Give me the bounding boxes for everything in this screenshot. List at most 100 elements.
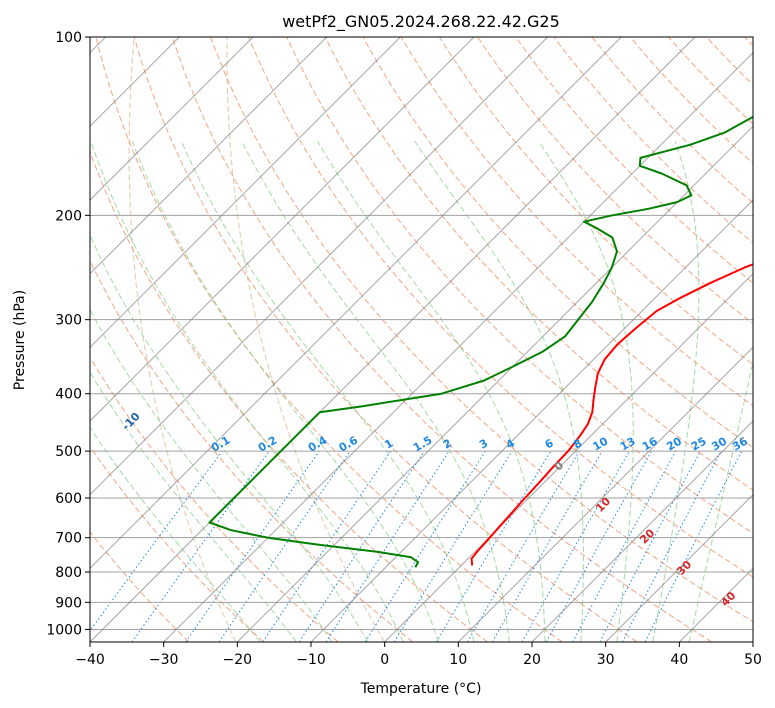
mixing-ratio-label: 6 <box>543 436 556 451</box>
x-tick-label: −20 <box>223 652 253 668</box>
mixing-ratio-line <box>644 450 743 642</box>
moist-adiabat-line <box>90 141 404 642</box>
moist-adiabat-line <box>131 141 439 642</box>
isotherm-line <box>90 37 622 570</box>
y-tick-label: 800 <box>55 565 82 581</box>
isotherm-line <box>90 37 328 275</box>
y-tick-label: 100 <box>55 30 82 46</box>
mixing-ratio-label: 4 <box>504 436 517 451</box>
isobar-gridlines <box>90 37 753 630</box>
chart-title: wetPf2_GN05.2024.268.22.42.G25 <box>282 12 560 32</box>
moist-adiabat-line <box>317 141 546 642</box>
mixing-ratio-line <box>545 450 653 642</box>
dry-adiabats <box>90 37 753 642</box>
x-tick-label: 40 <box>670 652 688 668</box>
dry-adiabat-line <box>477 37 753 325</box>
mixing-ratio-label: 3 <box>477 437 490 452</box>
isotherm-line <box>90 37 254 201</box>
mixing-ratio-line <box>262 450 392 642</box>
plot-area: -100-90-80-70-60-50-40-30-20-100.10.20.4… <box>23 37 753 642</box>
dry-adiabat-line <box>668 37 753 125</box>
mixing-ratio-lines <box>90 450 743 642</box>
x-tick-label: −30 <box>149 652 179 668</box>
y-tick-label: 300 <box>55 313 82 329</box>
dry-adiabat-line <box>553 37 753 244</box>
mixing-ratio-line <box>572 450 677 642</box>
isotherm-line <box>90 37 549 496</box>
mixing-ratio-line <box>393 450 513 642</box>
dry-adiabat-line <box>438 37 753 365</box>
mixing-ratio-line <box>325 450 450 642</box>
moist-adiabat-label: 40 <box>718 589 738 609</box>
dry-adiabat-line <box>133 37 638 642</box>
dry-adiabat-line <box>210 37 753 623</box>
y-tick-label: 900 <box>55 595 82 611</box>
dry-adiabat-line <box>90 150 488 642</box>
moist-adiabat-line <box>688 359 753 642</box>
mixing-ratio-line <box>90 450 223 632</box>
profile-series <box>208 115 753 568</box>
mixing-ratio-line <box>185 450 320 642</box>
isotherm-line <box>605 493 753 642</box>
dry-adiabat-line <box>248 37 753 578</box>
x-tick-label: 0 <box>380 652 389 668</box>
background-curve <box>226 37 385 642</box>
x-axis-ticks: −40 −30 −20 −10 0 10 20 30 40 50 <box>75 642 762 668</box>
background-curve <box>128 37 237 642</box>
dewpoint-profile-line <box>208 115 753 568</box>
background-curve <box>23 37 87 642</box>
y-tick-label: 500 <box>55 444 82 460</box>
isotherm-line <box>236 125 753 642</box>
y-tick-label: 1000 <box>46 622 82 638</box>
moist-adiabat-label: 20 <box>637 526 657 546</box>
isotherm-line <box>310 199 753 642</box>
x-tick-label: −40 <box>75 652 105 668</box>
isotherm-line <box>678 567 753 642</box>
dry-adiabat-line <box>90 531 190 642</box>
y-axis-ticks: 1000 900 800 700 600 500 400 300 200 100 <box>46 30 90 638</box>
isotherm-line <box>163 51 753 642</box>
moist-adiabat-line <box>181 141 475 642</box>
y-axis-label: Pressure (hPa) <box>12 290 28 390</box>
x-tick-label: 20 <box>523 652 541 668</box>
isotherm-line <box>90 37 696 642</box>
y-tick-label: 400 <box>55 387 82 403</box>
isotherm-line <box>531 420 753 642</box>
x-axis-label: Temperature (°C) <box>360 681 482 697</box>
dry-adiabat-line <box>591 37 753 204</box>
dry-adiabat-line <box>706 37 753 86</box>
moist-adiabat-line <box>90 371 297 642</box>
background-curves <box>23 37 385 642</box>
y-tick-label: 200 <box>55 208 82 224</box>
mixing-ratio-line <box>599 450 701 642</box>
moist-adiabat-label: 30 <box>674 558 694 578</box>
dry-adiabat-line <box>90 356 339 642</box>
dry-adiabat-line <box>744 37 753 47</box>
mixing-ratio-line <box>298 450 425 642</box>
isotherm-line <box>457 346 753 642</box>
dry-adiabat-line <box>515 37 753 284</box>
mixing-ratio-line <box>218 450 351 642</box>
y-tick-label: 700 <box>55 531 82 547</box>
isotherm-line <box>90 37 475 422</box>
x-tick-label: −10 <box>296 652 326 668</box>
dry-adiabat-line <box>629 37 753 165</box>
dry-adiabat-line <box>90 259 414 642</box>
moist-adiabat-line <box>241 141 510 642</box>
dry-adiabat-line <box>90 445 264 642</box>
dry-adiabat-label: -10 <box>119 410 142 433</box>
y-tick-label: 600 <box>55 491 82 507</box>
isotherm-gridlines <box>90 37 753 642</box>
dry-adiabat-line <box>400 37 753 407</box>
mixing-ratio-label: 2 <box>441 437 454 452</box>
moist-adiabat-line <box>538 141 634 642</box>
mixing-ratio-line <box>131 450 270 642</box>
dry-adiabat-line <box>286 37 753 534</box>
x-tick-label: 30 <box>597 652 615 668</box>
x-tick-label: 50 <box>744 652 762 668</box>
temperature-profile-line <box>470 263 753 566</box>
mixing-ratio-line <box>521 450 630 642</box>
isotherm-line <box>90 37 401 349</box>
mixing-ratio-line <box>435 450 552 642</box>
